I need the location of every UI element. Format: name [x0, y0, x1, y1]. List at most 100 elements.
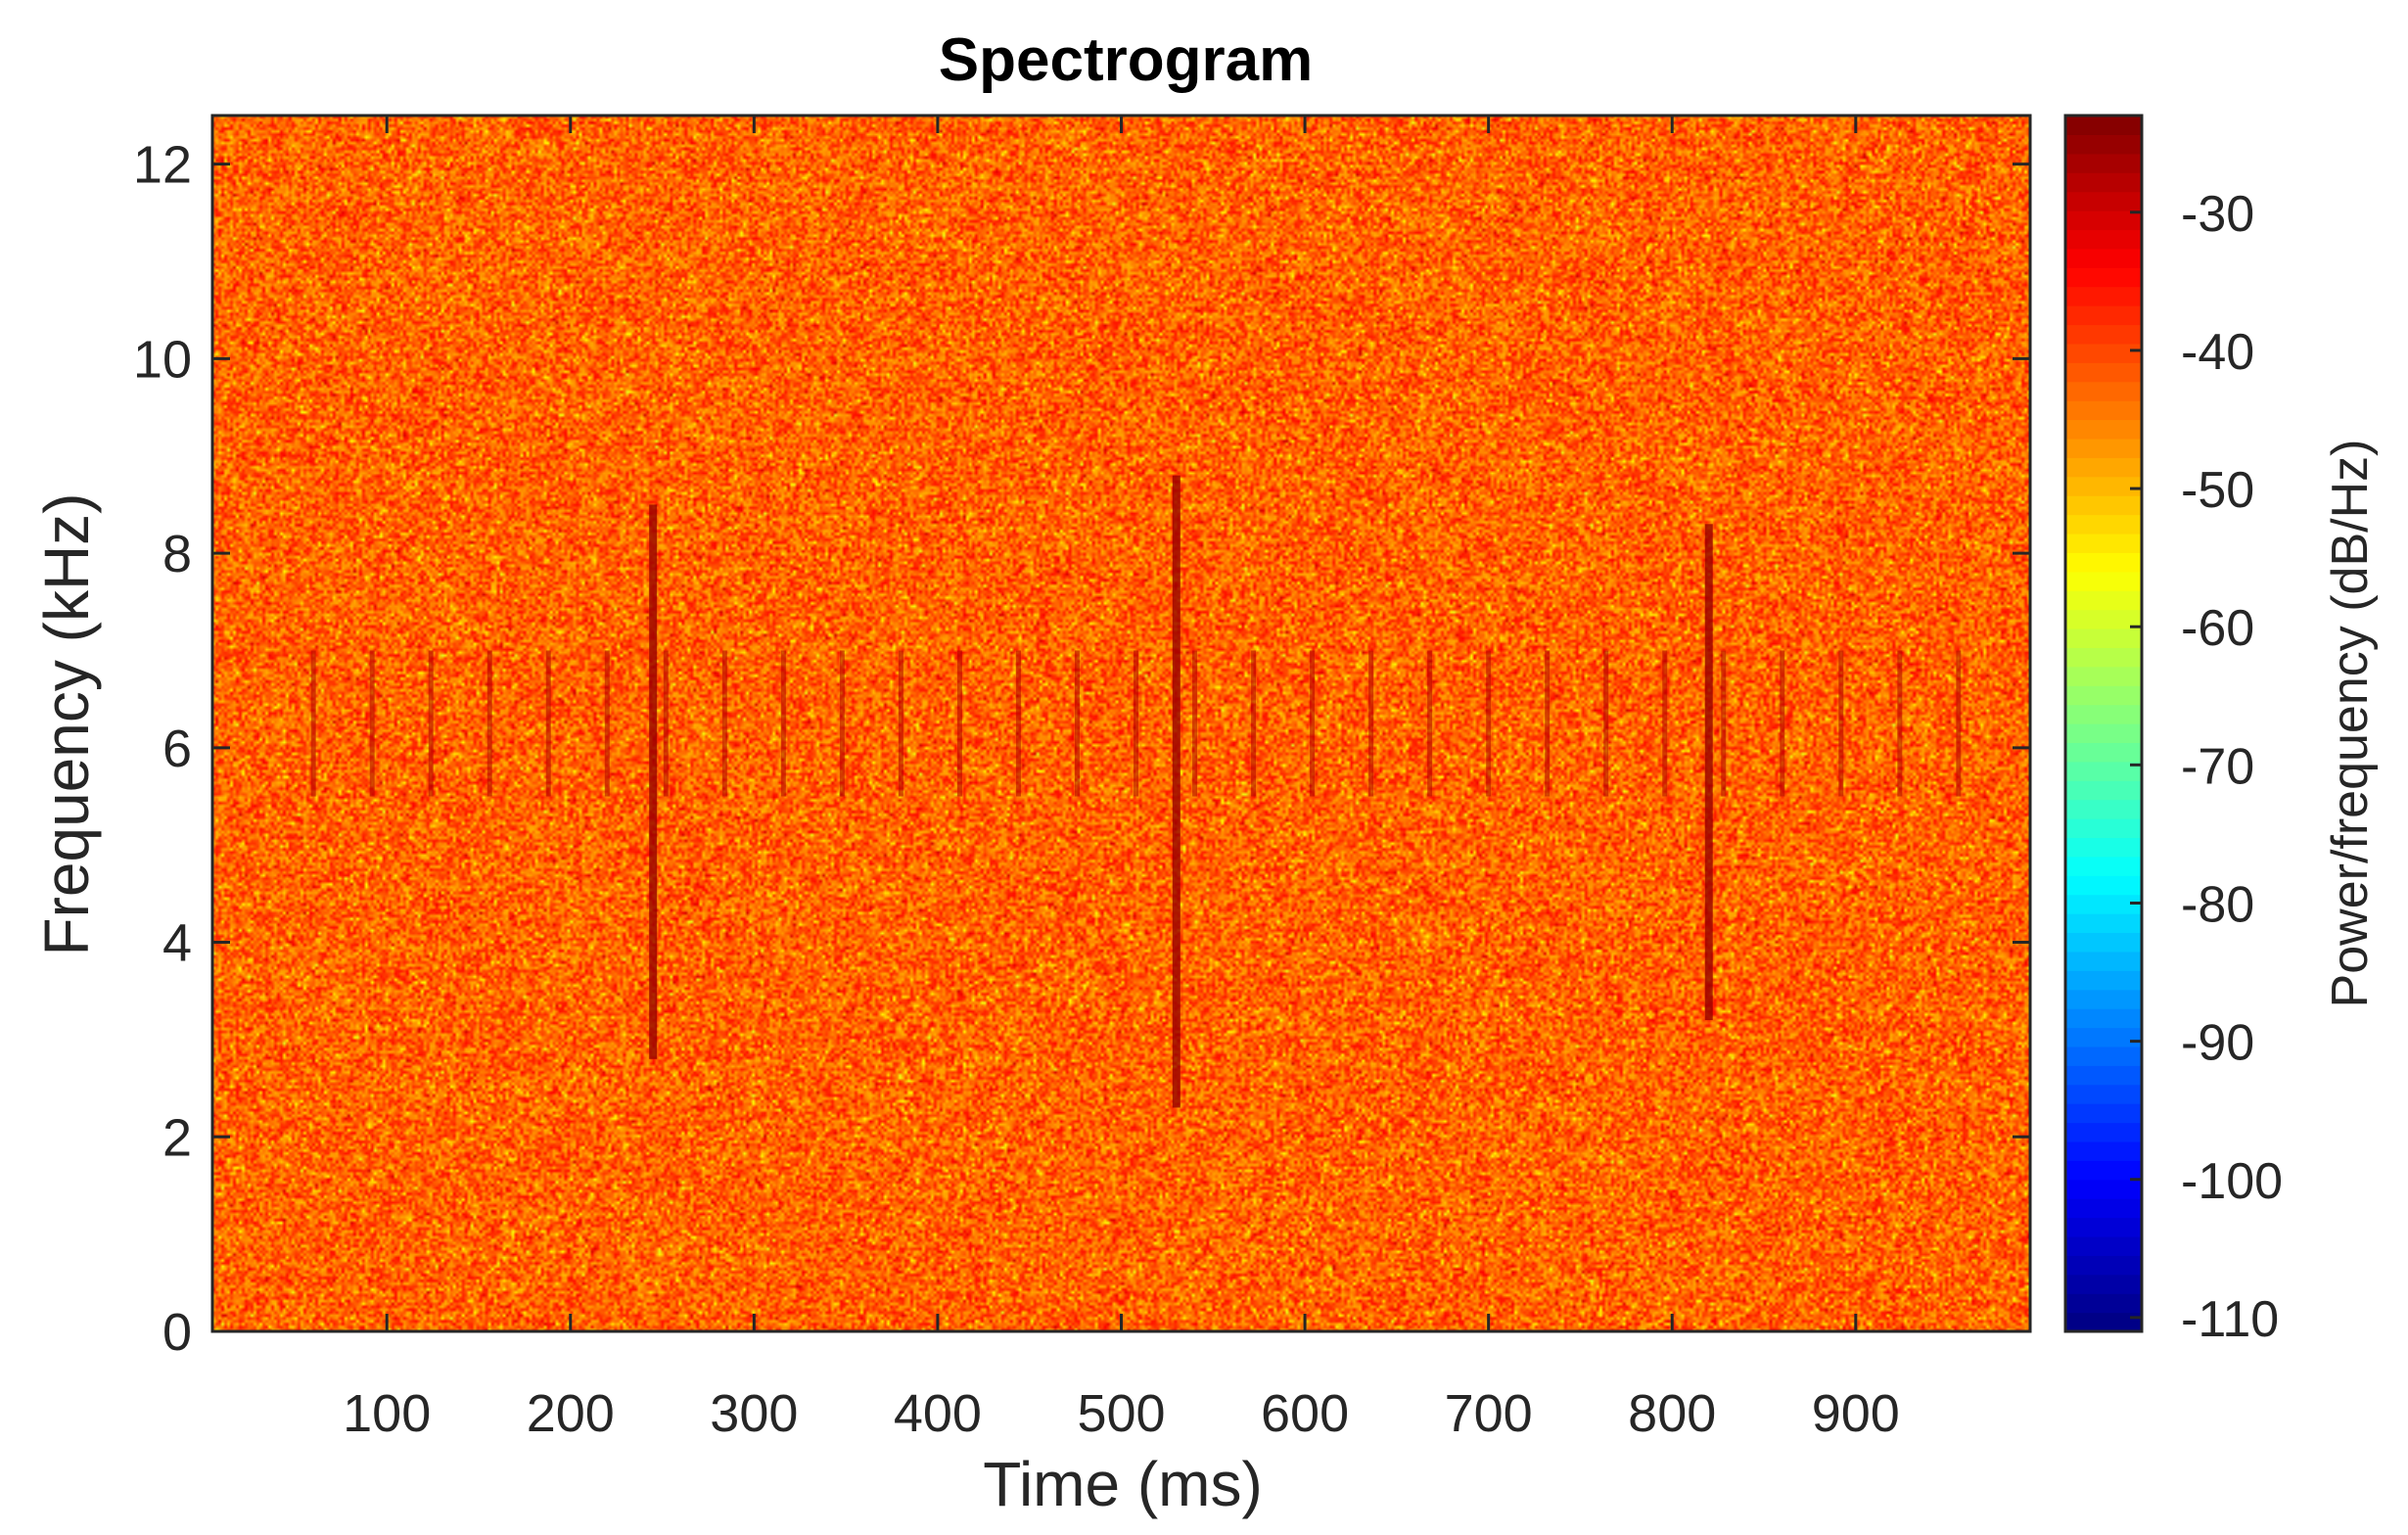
colorbar-band — [2065, 1084, 2142, 1104]
colorbar-band — [2065, 134, 2142, 155]
pulse-streak — [956, 650, 962, 797]
colorbar-band — [2065, 647, 2142, 668]
colorbar-band — [2065, 666, 2142, 686]
pulse-streak — [369, 650, 375, 797]
colorbar-band — [2065, 1255, 2142, 1276]
plot-area — [210, 114, 2032, 1333]
colorbar-tick-label: -110 — [2181, 1291, 2279, 1348]
colorbar-band — [2065, 590, 2142, 611]
colorbar-band — [2065, 799, 2142, 819]
colorbar-band — [2065, 210, 2142, 231]
pulse-streak — [1662, 650, 1668, 797]
colorbar-band — [2065, 837, 2142, 858]
colorbar-tick-label: -70 — [2181, 738, 2254, 795]
y-tick-label: 12 — [133, 136, 192, 195]
pulse-streak — [1486, 650, 1492, 797]
pulse-streak — [780, 650, 786, 797]
x-tick-label: 400 — [894, 1384, 982, 1443]
colorbar-tick-label: -60 — [2181, 600, 2254, 657]
x-tick-label: 500 — [1077, 1384, 1165, 1443]
pulse-streak — [1134, 650, 1139, 797]
colorbar-band — [2065, 172, 2142, 193]
colorbar-band — [2065, 286, 2142, 306]
colorbar-frame — [2063, 114, 2144, 1333]
colorbar-band — [2065, 1217, 2142, 1237]
x-tick-label: 100 — [343, 1384, 431, 1443]
colorbar-tick-label: -30 — [2181, 186, 2254, 243]
pulse-streak — [1721, 650, 1727, 797]
heatmap-features — [310, 475, 1962, 1108]
colorbar-band — [2065, 1103, 2142, 1124]
colorbar-tick-label: -80 — [2181, 876, 2254, 933]
pulse-streak — [1368, 650, 1374, 797]
transient-streak — [1704, 524, 1713, 1021]
colorbar-band — [2065, 932, 2142, 953]
colorbar-band — [2065, 1274, 2142, 1294]
colorbar-band — [2065, 1027, 2142, 1047]
colorbar-band — [2065, 533, 2142, 553]
pulse-streak — [1838, 650, 1844, 797]
pulse-streak — [721, 650, 727, 797]
colorbar-band — [2065, 1008, 2142, 1029]
colorbar-band — [2065, 400, 2142, 421]
x-tick-label: 800 — [1628, 1384, 1716, 1443]
colorbar-band — [2065, 1160, 2142, 1181]
colorbar-gradient — [2065, 116, 2142, 1332]
colorbar-band — [2065, 742, 2142, 763]
x-tick-label: 700 — [1445, 1384, 1533, 1443]
colorbar-band — [2065, 476, 2142, 496]
colorbar-band — [2065, 951, 2142, 971]
x-axis-label: Time (ms) — [983, 1449, 1263, 1519]
colorbar-band — [2065, 495, 2142, 516]
pulse-streak — [428, 650, 434, 797]
colorbar-band — [2065, 153, 2142, 173]
colorbar-tick-label: -100 — [2181, 1153, 2283, 1210]
y-tick-label: 10 — [133, 330, 192, 389]
pulse-streak — [1251, 650, 1257, 797]
pulse-streak — [310, 650, 316, 797]
y-axis-ticks: 0 2 4 6 8 10 12 — [133, 136, 2030, 1362]
colorbar-band — [2065, 609, 2142, 629]
colorbar-band — [2065, 305, 2142, 326]
colorbar-band — [2065, 267, 2142, 288]
colorbar-band — [2065, 514, 2142, 535]
spectrogram-heatmap — [212, 116, 2030, 1331]
colorbar-band — [2065, 628, 2142, 648]
colorbar-band — [2065, 894, 2142, 914]
pulse-streak — [1074, 650, 1080, 797]
colorbar-band — [2065, 761, 2142, 781]
colorbar-band — [2065, 1312, 2142, 1332]
colorbar-band — [2065, 913, 2142, 934]
colorbar-band — [2065, 362, 2142, 383]
x-tick-label: 600 — [1261, 1384, 1349, 1443]
x-axis-ticks: 100 200 300 400 500 600 700 800 900 — [343, 116, 1900, 1443]
colorbar-band — [2065, 191, 2142, 211]
colorbar-band — [2065, 970, 2142, 991]
colorbar: -110 -100 -90 -80 -70 -60 -50 -40 -30 Power/freq… — [2063, 114, 2379, 1348]
colorbar-label: Power/frequency (dB/Hz) — [2322, 440, 2379, 1008]
colorbar-tick-label: -40 — [2181, 324, 2254, 381]
transient-streak — [649, 504, 658, 1059]
transient-streak — [1172, 475, 1181, 1108]
colorbar-band — [2065, 780, 2142, 801]
y-tick-label: 0 — [162, 1303, 192, 1362]
chart-title: Spectrogram — [939, 26, 1313, 94]
colorbar-band — [2065, 248, 2142, 268]
colorbar-band — [2065, 116, 2142, 136]
pulse-streak — [1015, 650, 1021, 797]
y-tick-label: 2 — [162, 1108, 192, 1167]
x-tick-label: 200 — [527, 1384, 615, 1443]
colorbar-band — [2065, 343, 2142, 363]
colorbar-band — [2065, 1293, 2142, 1314]
colorbar-band — [2065, 989, 2142, 1009]
colorbar-ticks: -110 -100 -90 -80 -70 -60 -50 -40 -30 — [2130, 186, 2283, 1348]
pulse-streak — [1897, 650, 1903, 797]
y-axis-label: Frequency (kHz) — [31, 493, 102, 956]
pulse-streak — [898, 650, 903, 797]
x-tick-label: 300 — [710, 1384, 798, 1443]
colorbar-band — [2065, 1235, 2142, 1256]
pulse-streak — [1780, 650, 1785, 797]
colorbar-band — [2065, 438, 2142, 458]
colorbar-band — [2065, 723, 2142, 744]
